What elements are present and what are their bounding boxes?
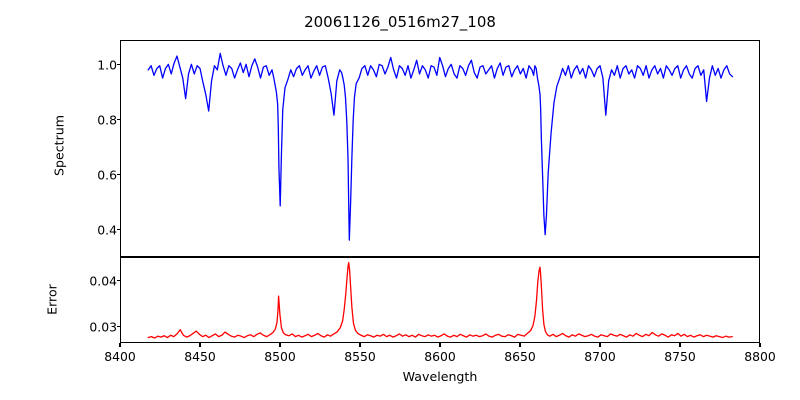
spectrum-y-tick-label: 0.4 [97, 222, 117, 238]
x-tick-mark [759, 343, 761, 347]
spectrum-y-tick-mark [116, 64, 120, 66]
spectrum-line-series [147, 52, 734, 241]
error-y-axis-label: Error [44, 284, 60, 315]
x-tick-mark [359, 343, 361, 347]
spectrum-y-tick-label: 0.6 [97, 167, 117, 183]
x-tick-mark [279, 343, 281, 347]
x-tick-mark [599, 343, 601, 347]
error-line-series [147, 261, 733, 339]
x-tick-label: 8450 [184, 349, 216, 364]
x-tick-mark [439, 343, 441, 347]
x-tick-label: 8700 [584, 349, 616, 364]
error-y-tick-label: 0.03 [89, 319, 117, 335]
x-tick-mark [199, 343, 201, 347]
x-tick-label: 8650 [504, 349, 536, 364]
x-tick-mark [519, 343, 521, 347]
x-tick-label: 8600 [424, 349, 456, 364]
spectrum-y-tick-label: 0.8 [97, 112, 117, 128]
spectrum-y-tick-label: 1.0 [97, 57, 117, 73]
spectrum-y-tick-mark [116, 119, 120, 121]
x-tick-mark [679, 343, 681, 347]
error-y-tick-mark [116, 326, 120, 328]
x-axis-label: Wavelength [402, 369, 478, 384]
x-tick-label: 8800 [744, 349, 776, 364]
x-tick-label: 8400 [104, 349, 136, 364]
error-y-tick-label: 0.04 [89, 273, 117, 289]
error-axes [120, 257, 760, 343]
error-y-tick-mark [116, 280, 120, 282]
spectrum-y-axis-label: Spectrum [51, 114, 67, 177]
x-tick-label: 8750 [664, 349, 696, 364]
spectrum-axes [120, 40, 760, 257]
x-tick-mark [119, 343, 121, 347]
spectrum-y-tick-mark [116, 228, 120, 231]
x-tick-label: 8500 [264, 349, 296, 364]
spectrum-y-tick-mark [116, 174, 120, 176]
x-tick-label: 8550 [344, 349, 376, 364]
figure-title: 20061126_0516m27_108 [304, 13, 496, 31]
